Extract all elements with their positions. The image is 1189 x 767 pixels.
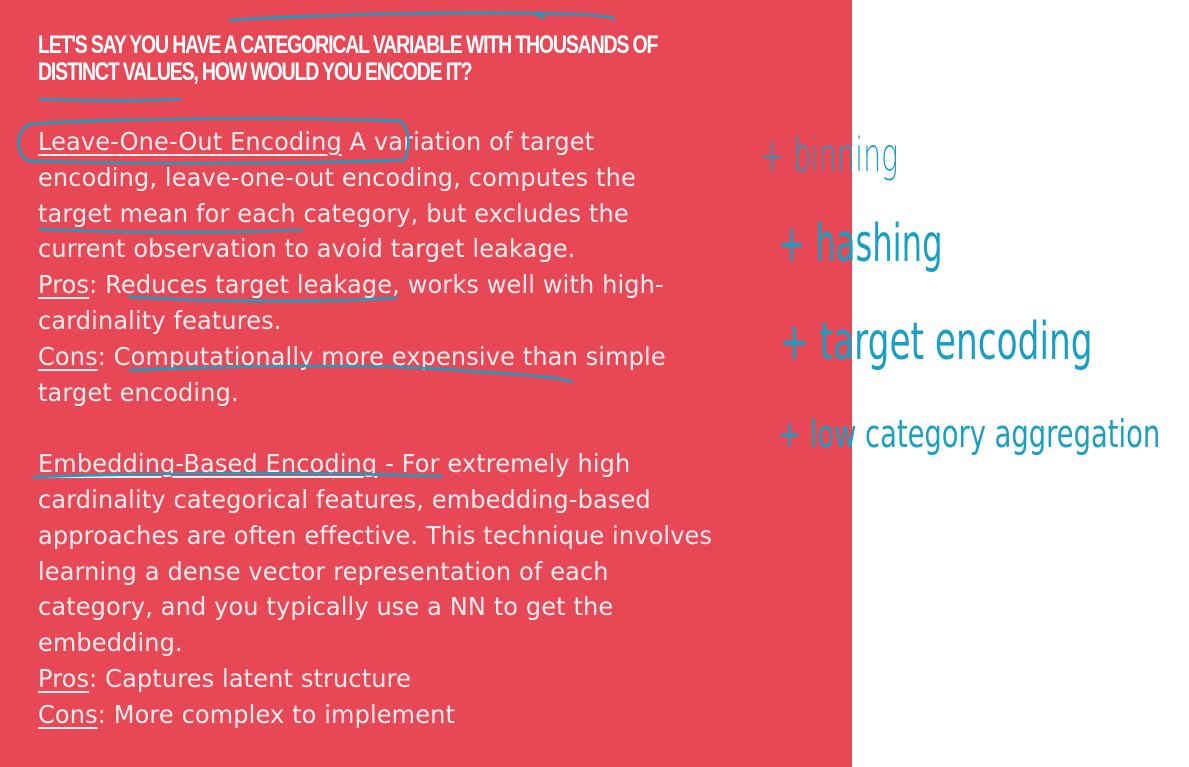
handwritten-note-1: + binning xyxy=(760,128,899,182)
loo-pros-line-2: cardinality features. xyxy=(38,305,282,335)
loo-pros-label: Pros xyxy=(38,270,90,300)
ink-target-leakage-underline xyxy=(128,295,398,303)
loo-cons-label: Cons xyxy=(38,341,98,371)
loo-line-3: target mean for each category, but exclu… xyxy=(38,198,629,228)
ink-title-underline xyxy=(228,11,616,22)
emb-line-4: learning a dense vector representation o… xyxy=(38,556,609,586)
loo-pros-text: : Reduces target leakage, works well wit… xyxy=(89,270,664,300)
emb-pros-text: : Captures latent structure xyxy=(89,663,412,693)
emb-line-2: cardinality categorical features, embedd… xyxy=(38,484,651,514)
loo-cons-line-2: target encoding. xyxy=(38,377,239,407)
title-line-1: LET'S SAY YOU HAVE A CATEGORICAL VARIABL… xyxy=(38,31,658,59)
ink-heading-circle xyxy=(17,117,410,165)
handwritten-note-3: + target encoding xyxy=(780,312,1093,372)
emb-line-6: embedding. xyxy=(38,628,183,658)
loo-pros: Pros: Reduces target leakage, works well… xyxy=(38,267,806,303)
emb-line-5: category, and you typically use a NN to … xyxy=(38,592,614,622)
loo-line-1: Leave-One-Out Encoding A variation of ta… xyxy=(38,124,806,160)
slide-title: LET'S SAY YOU HAVE A CATEGORICAL VARIABL… xyxy=(38,32,662,86)
loo-intro: A variation of target xyxy=(341,127,595,156)
ink-title-underline-tick xyxy=(532,11,546,20)
loo-line-2: encoding, leave-one-out encoding, comput… xyxy=(38,162,636,192)
emb-cons-label: Cons xyxy=(38,699,98,729)
emb-cons: Cons: More complex to implement xyxy=(38,697,806,733)
emb-cons-text: : More complex to implement xyxy=(97,699,456,729)
ink-distinct-underline xyxy=(38,97,182,102)
loo-heading: Leave-One-Out Encoding xyxy=(38,127,342,156)
emb-intro: - For extremely high xyxy=(377,449,631,479)
emb-pros-label: Pros xyxy=(38,663,90,693)
title-line-2: DISTINCT VALUES, HOW WOULD YOU ENCODE IT… xyxy=(38,58,473,86)
emb-pros: Pros: Captures latent structure xyxy=(38,661,806,697)
ink-embedding-underline xyxy=(32,472,444,479)
emb-line-3: approaches are often effective. This tec… xyxy=(38,520,713,550)
loo-line-4: current observation to avoid target leak… xyxy=(38,234,576,264)
handwritten-note-2: + hashing xyxy=(778,214,943,274)
ink-target-mean-underline xyxy=(38,227,304,234)
handwritten-note-4: + low category aggregation xyxy=(778,412,1161,456)
ink-computationally-underline xyxy=(128,364,574,384)
